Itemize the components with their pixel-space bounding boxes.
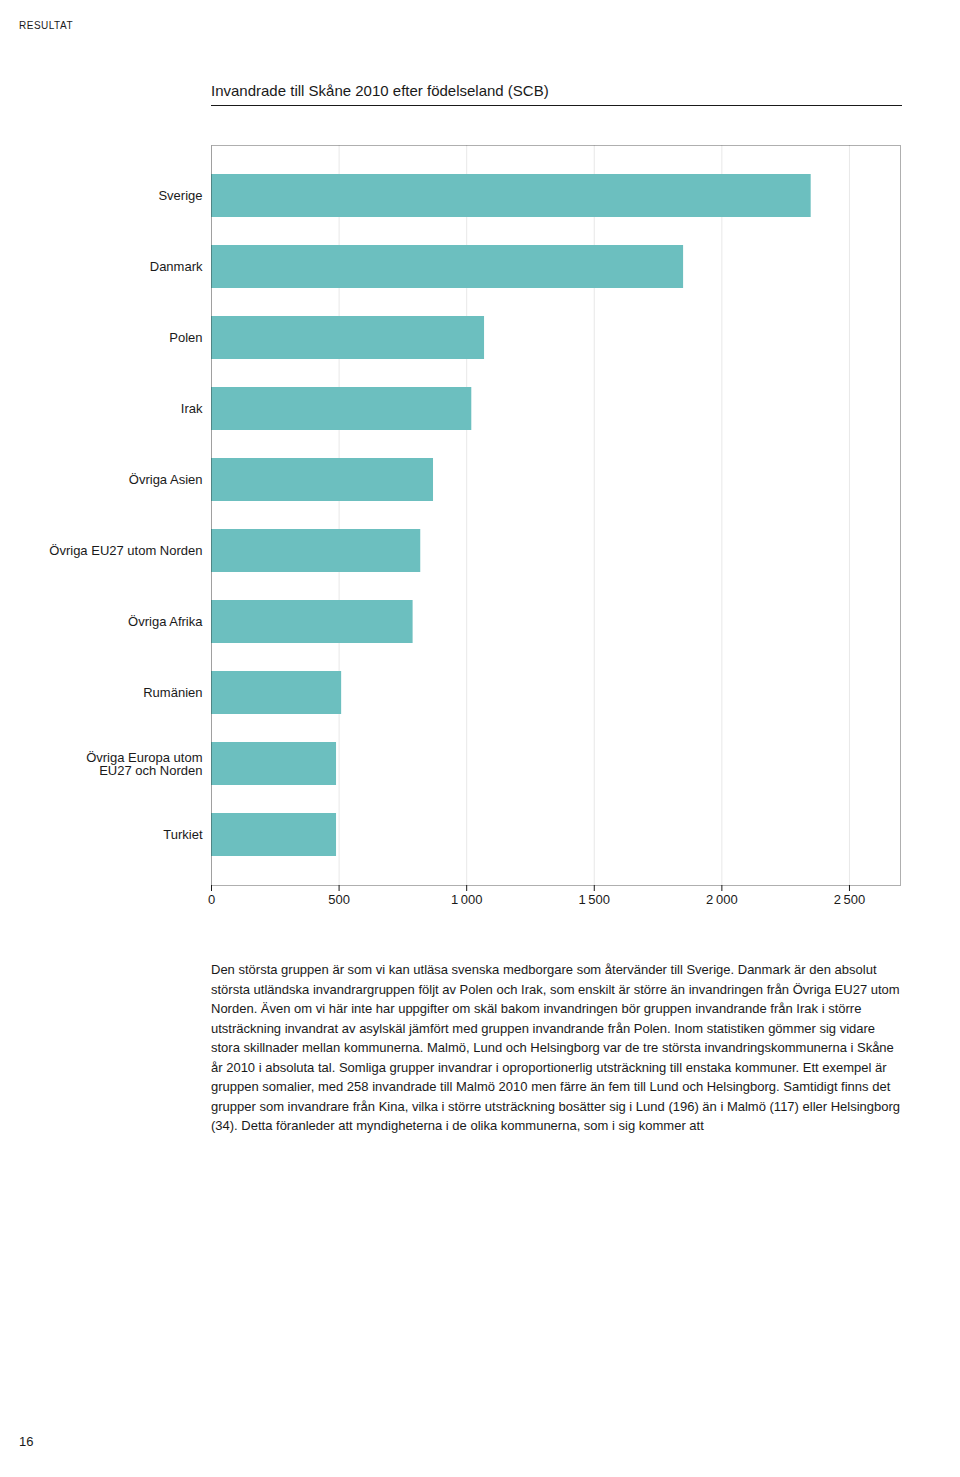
svg-text:1 000: 1 000 bbox=[451, 892, 483, 907]
svg-text:1 500: 1 500 bbox=[579, 892, 611, 907]
svg-text:Irak: Irak bbox=[181, 401, 203, 416]
svg-text:Sverige: Sverige bbox=[158, 188, 202, 203]
svg-text:Polen: Polen bbox=[169, 330, 202, 345]
svg-text:Danmark: Danmark bbox=[150, 259, 203, 274]
html-text:RESULTAT: RESULTAT bbox=[19, 20, 73, 31]
svg-text:Övriga Asien: Övriga Asien bbox=[129, 472, 203, 487]
svg-text:2 500: 2 500 bbox=[834, 892, 866, 907]
svg-text:Övriga Afrika: Övriga Afrika bbox=[128, 614, 203, 629]
svg-text:2 000: 2 000 bbox=[706, 892, 738, 907]
svg-text:Övriga Europa utomEU27 och Nor: Övriga Europa utomEU27 och Norden bbox=[86, 750, 202, 778]
svg-text:500: 500 bbox=[328, 892, 350, 907]
svg-text:Rumänien: Rumänien bbox=[143, 685, 202, 700]
svg-text:Övriga EU27 utom Norden: Övriga EU27 utom Norden bbox=[49, 543, 202, 558]
html-text:Invandrade till Skåne 2010 eft: Invandrade till Skåne 2010 efter födelse… bbox=[211, 82, 549, 99]
svg-text:0: 0 bbox=[208, 892, 215, 907]
html-text:16: 16 bbox=[19, 1434, 34, 1449]
html-text:Den största gruppen är som vi: Den största gruppen är som vi kan utläsa… bbox=[211, 962, 901, 1133]
svg-text:Turkiet: Turkiet bbox=[163, 827, 203, 842]
